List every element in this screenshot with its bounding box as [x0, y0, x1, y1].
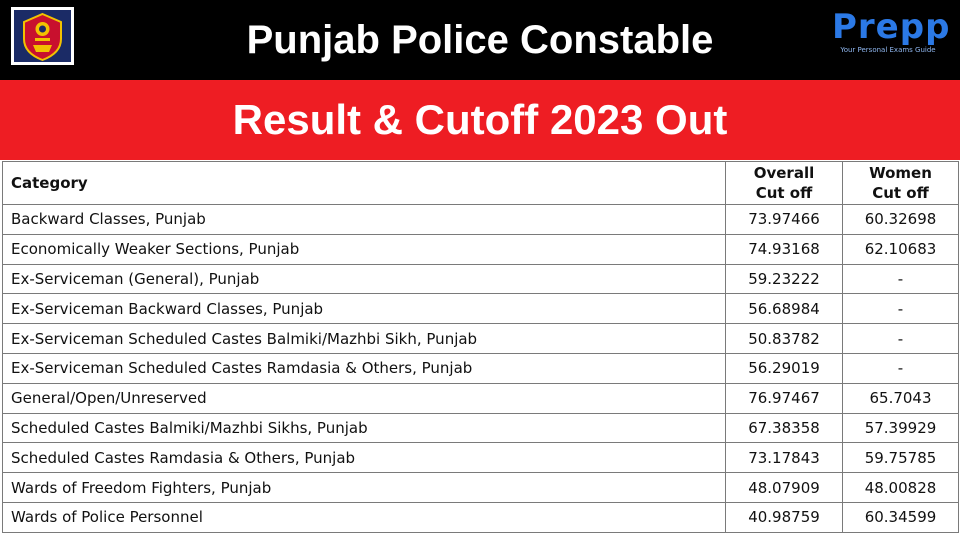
women-cutoff-cell: 60.32698	[842, 204, 959, 235]
overall-cutoff-cell: 56.68984	[725, 293, 843, 325]
table-row: Scheduled Castes Balmiki/Mazhbi Sikhs, P…	[2, 412, 959, 444]
overall-cutoff-cell: 40.98759	[725, 501, 843, 533]
table-row: Backward Classes, Punjab 73.97466 60.32698	[2, 204, 959, 235]
overall-cutoff-cell: 76.97467	[725, 382, 843, 414]
header-women-line1: Women	[869, 164, 932, 182]
table-row: Scheduled Castes Ramdasia & Others, Punj…	[2, 442, 959, 474]
table-row: General/Open/Unreserved 76.97467 65.7043	[2, 382, 959, 414]
table-row: Ex-Serviceman Backward Classes, Punjab 56…	[2, 293, 959, 325]
category-cell: Wards of Police Personnel	[2, 501, 726, 533]
page-subtitle: Result & Cutoff 2023 Out	[232, 96, 728, 143]
overall-cutoff-cell: 73.97466	[725, 204, 843, 235]
table-row: Wards of Freedom Fighters, Punjab 48.0790…	[2, 472, 959, 503]
table-row: Ex-Serviceman Scheduled Castes Balmiki/M…	[2, 323, 959, 354]
women-cutoff-cell: 62.10683	[842, 233, 959, 265]
women-cutoff-cell: 57.39929	[842, 412, 959, 444]
brand-name: Prepp	[832, 7, 951, 47]
page-title: Punjab Police Constable	[246, 17, 714, 62]
header-women-line2: Cut off	[872, 184, 929, 202]
overall-cutoff-cell: 73.17843	[725, 442, 843, 474]
header-overall-line2: Cut off	[755, 184, 813, 202]
women-cutoff-cell: 65.7043	[842, 382, 959, 414]
category-cell: Ex-Serviceman (General), Punjab	[2, 263, 726, 295]
overall-cutoff-cell: 56.29019	[725, 352, 843, 384]
overall-cutoff-cell: 50.83782	[725, 323, 843, 354]
brand-tagline: Your Personal Exams Guide	[840, 46, 936, 54]
women-cutoff-cell: -	[842, 293, 959, 325]
women-cutoff-cell: -	[842, 263, 959, 295]
overall-cutoff-cell: 48.07909	[725, 472, 843, 503]
category-cell: Ex-Serviceman Scheduled Castes Ramdasia …	[2, 352, 726, 384]
table-row: Ex-Serviceman (General), Punjab 59.23222-	[2, 263, 959, 295]
punjab-police-emblem-icon	[11, 7, 74, 65]
table-row: Economically Weaker Sections, Punjab 74.9…	[2, 233, 959, 265]
table-row: Wards of Police Personnel 40.98759 60.3459…	[2, 501, 959, 533]
header-overall-line1: Overall	[753, 164, 815, 182]
women-cutoff-cell: 48.00828	[842, 472, 959, 503]
cutoff-table-container: Category Overall Cut off Women Cut off B…	[2, 161, 959, 533]
category-cell: Scheduled Castes Balmiki/Mazhbi Sikhs, P…	[2, 412, 726, 444]
brand-logo: Prepp Your Personal Exams Guide	[832, 7, 951, 62]
women-cutoff-cell: -	[842, 352, 959, 384]
table-header-row: Category Overall Cut off Women Cut off	[2, 161, 959, 205]
header-women-cutoff: Women Cut off	[842, 161, 959, 205]
category-cell: Ex-Serviceman Backward Classes, Punjab	[2, 293, 726, 325]
women-cutoff-cell: 60.34599	[842, 501, 959, 533]
category-cell: Wards of Freedom Fighters, Punjab	[2, 472, 726, 503]
women-cutoff-cell: -	[842, 323, 959, 354]
overall-cutoff-cell: 59.23222	[725, 263, 843, 295]
table-row: Ex-Serviceman Scheduled Castes Ramdasia …	[2, 352, 959, 384]
overall-cutoff-cell: 67.38358	[725, 412, 843, 444]
category-cell: Backward Classes, Punjab	[2, 204, 726, 235]
header-category: Category	[2, 161, 726, 205]
category-cell: Economically Weaker Sections, Punjab	[2, 233, 726, 265]
top-header-bar: Punjab Police Constable Prepp Your Perso…	[0, 0, 960, 80]
category-cell: Scheduled Castes Ramdasia & Others, Punj…	[2, 442, 726, 474]
category-cell: Ex-Serviceman Scheduled Castes Balmiki/M…	[2, 323, 726, 354]
cutoff-table: Category Overall Cut off Women Cut off B…	[2, 161, 959, 533]
category-cell: General/Open/Unreserved	[2, 382, 726, 414]
women-cutoff-cell: 59.75785	[842, 442, 959, 474]
subtitle-banner: Result & Cutoff 2023 Out	[0, 80, 960, 160]
overall-cutoff-cell: 74.93168	[725, 233, 843, 265]
header-overall-cutoff: Overall Cut off	[725, 161, 843, 205]
